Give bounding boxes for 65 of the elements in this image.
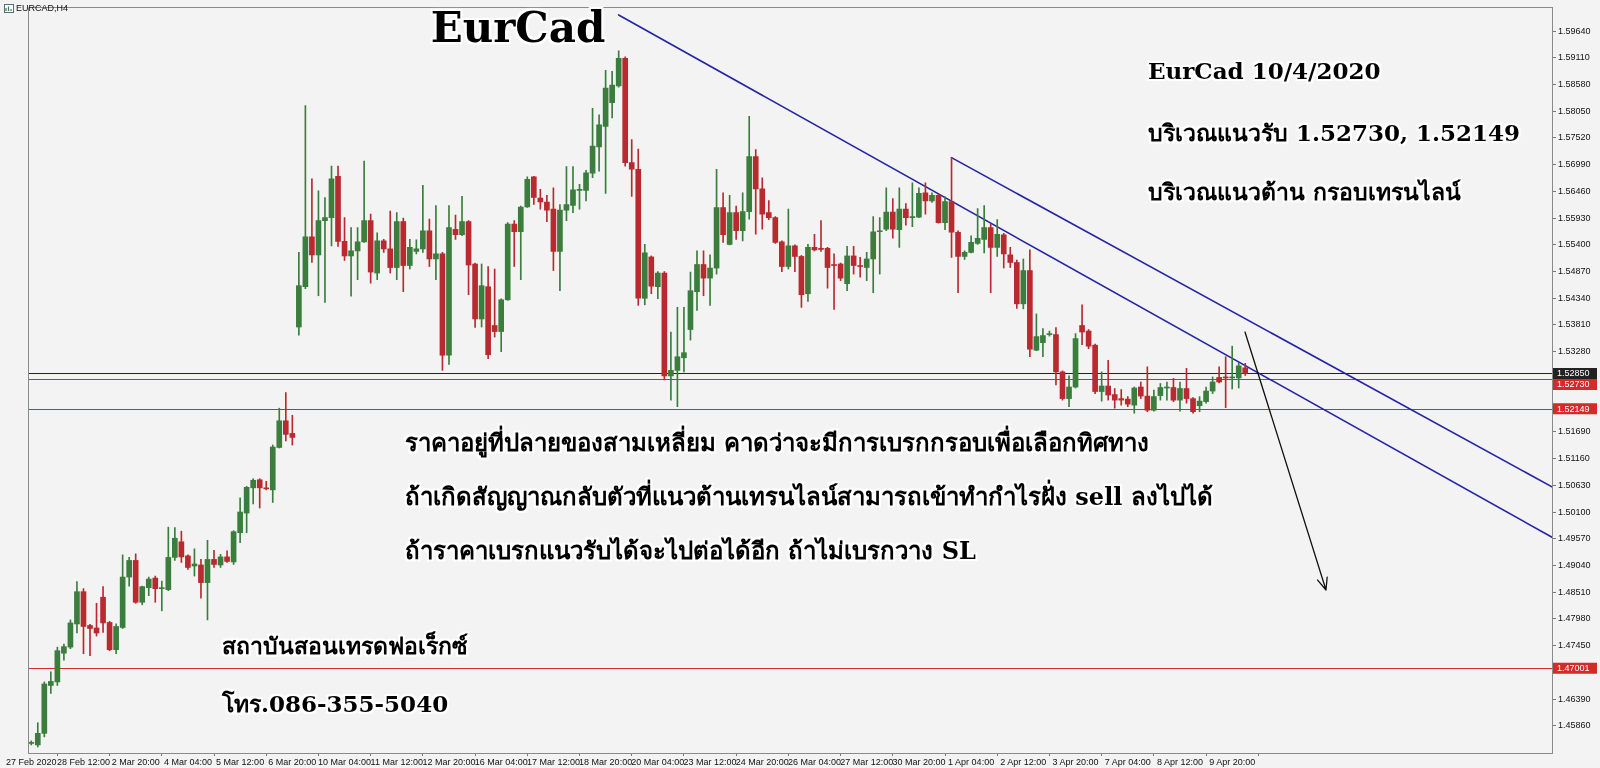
x-tick-label: 24 Mar 20:00 <box>735 756 789 767</box>
x-tick-label: 18 Mar 20:00 <box>579 756 633 767</box>
x-tick-label: 26 Mar 04:00 <box>787 756 841 767</box>
y-tick-label: 1.53280 <box>1558 346 1591 357</box>
y-tick-label: 1.49570 <box>1558 533 1591 544</box>
y-tick-label: 1.51690 <box>1558 426 1591 437</box>
x-tick-label: 27 Feb 2020 <box>5 756 57 767</box>
ref-line-label: 1.52149 <box>1557 403 1590 414</box>
y-tick-label: 1.58050 <box>1558 105 1591 116</box>
x-tick-label: 17 Mar 12:00 <box>526 756 580 767</box>
y-tick-label: 1.50630 <box>1558 479 1591 490</box>
x-tick-label: 4 Mar 04:00 <box>163 756 212 767</box>
y-tick-label: 1.47450 <box>1558 640 1591 651</box>
annotation: บริเวณแนวต้าน กรอบเทรนไลน์ <box>1148 178 1462 207</box>
x-tick-label: 23 Mar 12:00 <box>683 756 737 767</box>
y-tick-label: 1.54340 <box>1558 292 1591 303</box>
ref-line-label: 1.47001 <box>1557 663 1590 674</box>
annotation: ถ้าราคาเบรกแนวรับได้จะไปต่อได้อีก ถ้าไม่เบรกวาง SL <box>405 536 976 566</box>
x-tick-label: 1 Apr 04:00 <box>948 756 995 767</box>
ref-line-label: 1.52730 <box>1557 379 1590 390</box>
y-tick-label: 1.55400 <box>1558 239 1591 250</box>
annotation: โทร.086-355-5040 <box>222 690 449 719</box>
x-tick-label: 10 Mar 04:00 <box>318 756 372 767</box>
y-tick-label: 1.50100 <box>1558 506 1591 517</box>
x-tick-label: 2 Mar 20:00 <box>111 756 160 767</box>
x-tick-label: 28 Feb 12:00 <box>56 756 110 767</box>
y-tick-label: 1.54870 <box>1558 266 1591 277</box>
x-tick-label: 2 Apr 12:00 <box>1000 756 1047 767</box>
x-tick-label: 27 Mar 12:00 <box>840 756 894 767</box>
candlestick <box>511 220 518 267</box>
x-tick-label: 20 Mar 04:00 <box>631 756 685 767</box>
y-tick-label: 1.46390 <box>1558 693 1591 704</box>
candlestick <box>309 178 315 263</box>
candlestick <box>348 227 354 297</box>
y-tick-label: 1.51160 <box>1558 453 1590 464</box>
y-tick-label: 1.56460 <box>1558 185 1591 196</box>
x-tick-label: 16 Mar 04:00 <box>474 756 528 767</box>
y-tick-label: 1.48510 <box>1558 586 1591 597</box>
x-tick-label: 8 Apr 12:00 <box>1156 756 1203 767</box>
y-tick-label: 1.53810 <box>1558 319 1591 330</box>
y-tick-label: 1.49040 <box>1558 559 1591 570</box>
y-tick-label: 1.59640 <box>1558 25 1591 36</box>
y-tick-label: 1.55930 <box>1558 212 1591 223</box>
y-tick-label: 1.56990 <box>1558 159 1591 170</box>
x-tick-label: 5 Mar 12:00 <box>216 756 265 767</box>
ref-line-label: 1.52850 <box>1557 368 1590 379</box>
y-tick-label: 1.58580 <box>1558 79 1591 90</box>
x-tick-label: 30 Mar 20:00 <box>892 756 946 767</box>
annotation: สถาบันสอนเทรดฟอเร็กซ์ <box>222 632 468 661</box>
x-tick-label: 6 Mar 20:00 <box>268 756 317 767</box>
y-tick-label: 1.45860 <box>1558 720 1591 731</box>
candlestick <box>433 205 439 280</box>
x-tick-label: 11 Mar 12:00 <box>370 756 423 767</box>
annotation: บริเวณแนวรับ 1.52730, 1.52149 <box>1148 119 1521 148</box>
x-tick-label: 12 Mar 20:00 <box>422 756 476 767</box>
chart-title: EurCad <box>430 2 606 54</box>
annotation: EurCad 10/4/2020 <box>1148 57 1381 86</box>
x-tick-label: 3 Apr 20:00 <box>1052 756 1099 767</box>
y-tick-label: 1.59110 <box>1558 52 1590 63</box>
y-tick-label: 1.57520 <box>1558 132 1591 143</box>
annotation: EURCAD,H4 <box>16 3 69 15</box>
x-tick-label: 7 Apr 04:00 <box>1104 756 1151 767</box>
x-tick-label: 9 Apr 20:00 <box>1209 756 1256 767</box>
candlestick <box>707 254 713 306</box>
y-tick-label: 1.47980 <box>1558 613 1591 624</box>
